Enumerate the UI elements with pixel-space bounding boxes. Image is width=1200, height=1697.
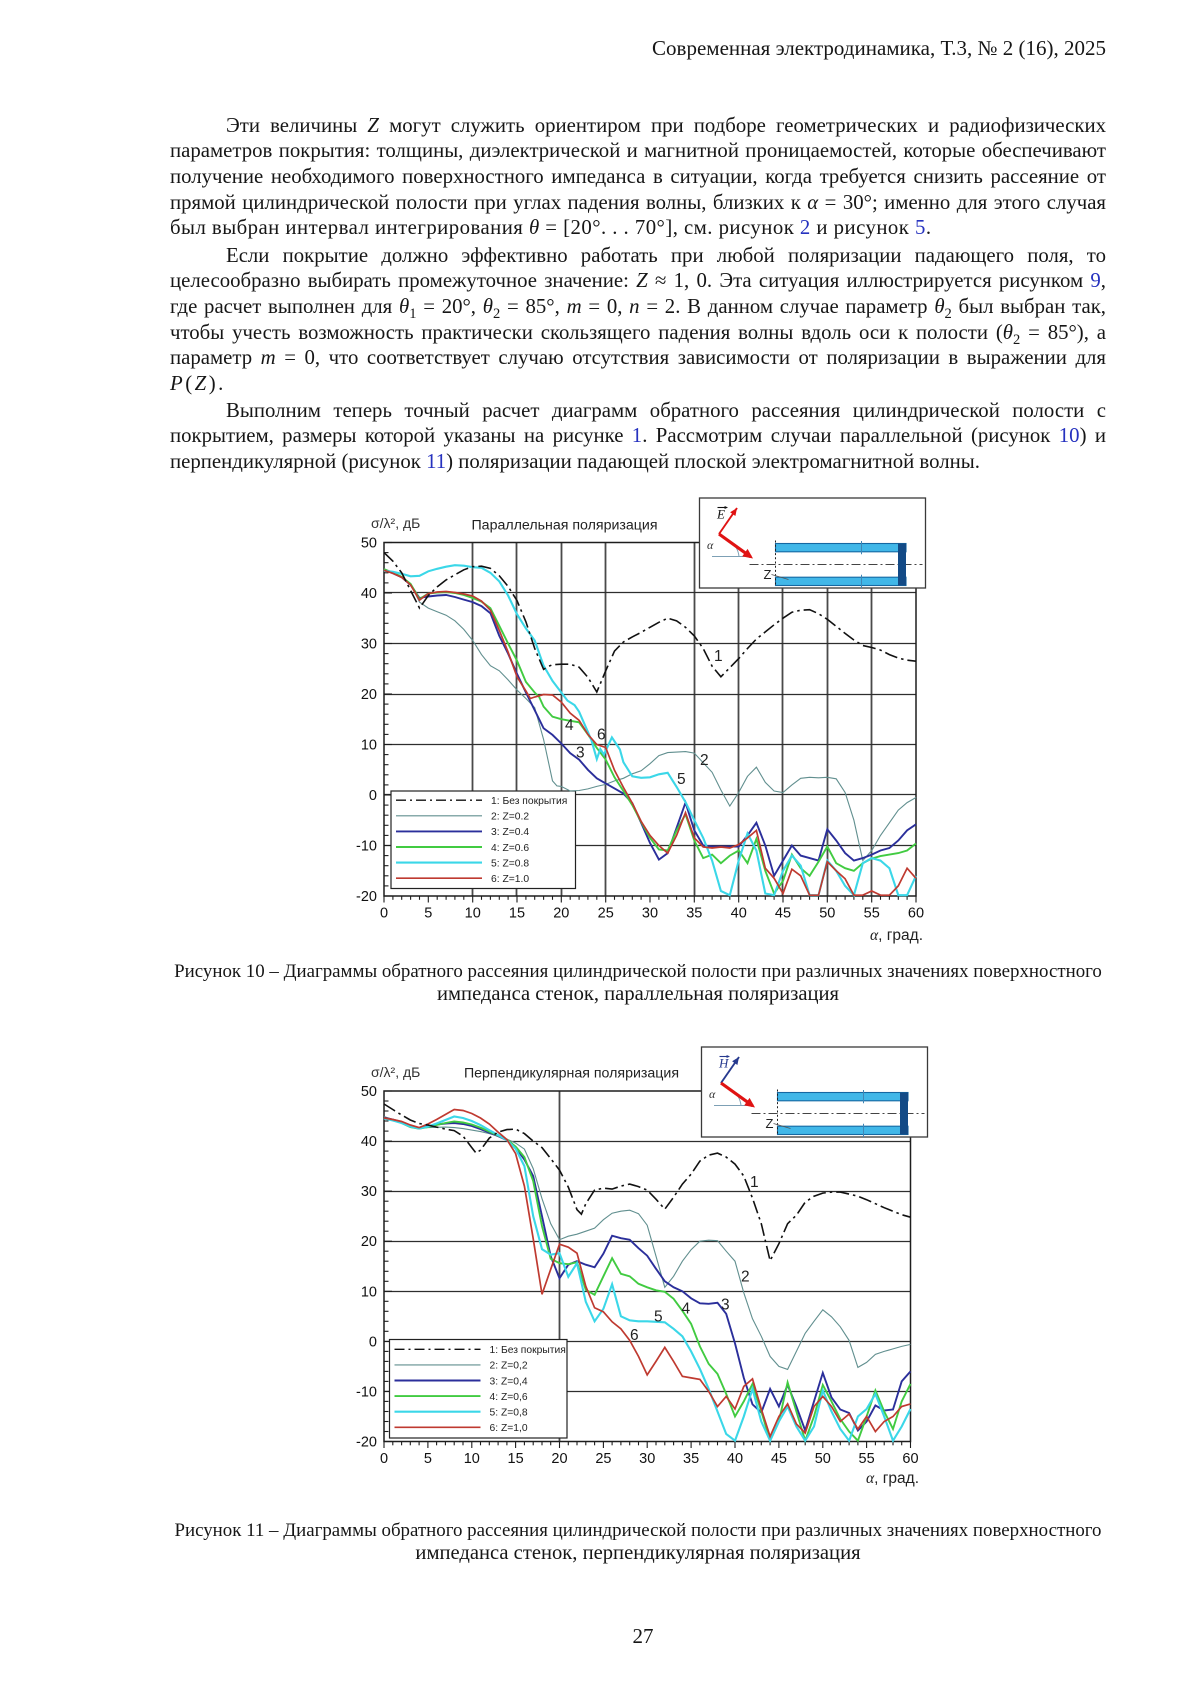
svg-text:α: α [707, 538, 714, 552]
svg-text:α, град.: α, град. [870, 927, 923, 944]
svg-text:2: Z=0.2: 2: Z=0.2 [491, 812, 529, 823]
svg-text:2: 2 [700, 752, 709, 769]
svg-text:σ/λ², дБ: σ/λ², дБ [371, 515, 420, 531]
svg-text:40: 40 [727, 1451, 743, 1467]
svg-text:15: 15 [508, 1451, 524, 1467]
svg-text:6: 6 [597, 727, 606, 744]
svg-text:0: 0 [380, 1451, 388, 1467]
svg-text:0: 0 [369, 788, 377, 804]
svg-text:45: 45 [775, 906, 791, 922]
svg-text:4: Z=0,6: 4: Z=0,6 [490, 1392, 528, 1403]
svg-text:50: 50 [361, 536, 377, 552]
svg-text:Перпендикулярная поляризация: Перпендикулярная поляризация [464, 1066, 679, 1082]
svg-text:6: Z=1,0: 6: Z=1,0 [490, 1423, 528, 1434]
svg-text:35: 35 [686, 906, 702, 922]
svg-text:1: 1 [714, 648, 723, 665]
svg-text:40: 40 [361, 1134, 377, 1150]
svg-text:50: 50 [819, 906, 835, 922]
svg-text:-20: -20 [356, 889, 377, 905]
svg-text:2: 2 [741, 1269, 750, 1286]
svg-text:-20: -20 [356, 1435, 377, 1451]
svg-text:α, град.: α, град. [866, 1470, 919, 1487]
svg-text:20: 20 [361, 1234, 377, 1250]
svg-text:5: 5 [677, 771, 686, 788]
svg-text:40: 40 [361, 586, 377, 602]
svg-text:Z: Z [764, 567, 772, 582]
svg-text:20: 20 [551, 1451, 567, 1467]
svg-text:6: Z=1.0: 6: Z=1.0 [491, 874, 529, 885]
svg-text:35: 35 [683, 1451, 699, 1467]
svg-text:50: 50 [361, 1084, 377, 1100]
svg-text:4: 4 [682, 1301, 691, 1318]
svg-text:5: 5 [424, 1451, 432, 1467]
svg-text:10: 10 [361, 1284, 377, 1300]
svg-text:α: α [709, 1087, 716, 1101]
svg-text:1: Без покрытия: 1: Без покрытия [490, 1345, 566, 1356]
svg-text:30: 30 [361, 637, 377, 653]
svg-text:Z: Z [766, 1116, 774, 1131]
svg-text:4: 4 [565, 717, 574, 734]
svg-text:25: 25 [598, 906, 614, 922]
svg-text:5: 5 [424, 906, 432, 922]
svg-text:4: Z=0.6: 4: Z=0.6 [491, 843, 529, 854]
svg-text:3: 3 [576, 745, 585, 762]
svg-text:5: Z=0,8: 5: Z=0,8 [490, 1408, 528, 1419]
svg-text:E: E [716, 507, 725, 522]
svg-text:55: 55 [859, 1451, 875, 1467]
svg-text:30: 30 [639, 1451, 655, 1467]
svg-text:60: 60 [902, 1451, 918, 1467]
svg-text:25: 25 [595, 1451, 611, 1467]
svg-text:30: 30 [642, 906, 658, 922]
svg-text:10: 10 [465, 906, 481, 922]
svg-text:45: 45 [771, 1451, 787, 1467]
svg-text:3: Z=0,4: 3: Z=0,4 [490, 1376, 528, 1387]
svg-text:20: 20 [361, 687, 377, 703]
svg-text:σ/λ², дБ: σ/λ², дБ [371, 1064, 420, 1080]
svg-text:H: H [718, 1056, 729, 1071]
svg-text:3: Z=0.4: 3: Z=0.4 [491, 827, 529, 838]
svg-text:5: 5 [654, 1309, 663, 1326]
svg-text:5: Z=0.8: 5: Z=0.8 [491, 858, 529, 869]
svg-text:40: 40 [731, 906, 747, 922]
svg-text:6: 6 [630, 1327, 639, 1344]
svg-text:1: Без покрытия: 1: Без покрытия [491, 796, 567, 807]
svg-text:15: 15 [509, 906, 525, 922]
svg-text:3: 3 [721, 1297, 730, 1314]
svg-text:0: 0 [369, 1334, 377, 1350]
svg-text:50: 50 [815, 1451, 831, 1467]
svg-text:30: 30 [361, 1184, 377, 1200]
svg-text:2: Z=0,2: 2: Z=0,2 [490, 1361, 528, 1372]
svg-text:0: 0 [380, 906, 388, 922]
svg-text:60: 60 [908, 906, 924, 922]
svg-text:20: 20 [553, 906, 569, 922]
svg-text:1: 1 [750, 1174, 759, 1191]
svg-text:10: 10 [464, 1451, 480, 1467]
svg-text:55: 55 [864, 906, 880, 922]
svg-text:-10: -10 [356, 839, 377, 855]
svg-text:-10: -10 [356, 1384, 377, 1400]
svg-text:Параллельная поляризация: Параллельная поляризация [471, 518, 657, 534]
svg-text:10: 10 [361, 738, 377, 754]
